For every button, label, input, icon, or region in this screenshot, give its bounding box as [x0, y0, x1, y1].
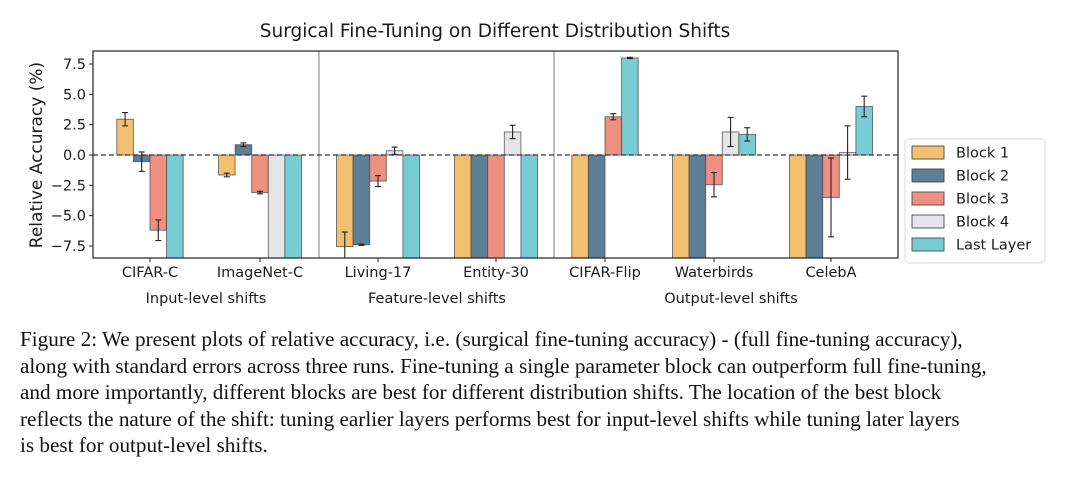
bar-block-3-cifar-c [149, 154, 168, 231]
group-label: Output-level shifts [664, 291, 798, 307]
x-tick-label: ImageNet-C [217, 265, 303, 281]
bar-block-1-imagenet-c [218, 154, 236, 176]
caption-line: and more importantly, different blocks a… [20, 380, 942, 404]
legend-swatch [911, 145, 945, 160]
plot-area [92, 50, 899, 259]
y-tick-label: 0.0 [63, 148, 86, 164]
caption-line: reflects the nature of the shift: tuning… [20, 406, 960, 431]
bar-block-3-cifar-flip [604, 116, 623, 156]
legend-swatch [911, 237, 945, 252]
y-tick-label: 7.5 [63, 57, 86, 73]
bar-block-4-imagenet-c [267, 154, 286, 259]
bar-block-3-entity-30 [487, 154, 505, 259]
caption-line: Figure 2: We present plots of relative a… [20, 327, 963, 351]
bar-last-layer-cifar-c [166, 154, 184, 259]
bar-block-2-entity-30 [470, 154, 489, 259]
legend-swatch [911, 214, 945, 229]
y-tick-label: −5.0 [51, 209, 86, 225]
x-tick-label: CIFAR-Flip [569, 265, 641, 281]
legend-label: Block 2 [956, 169, 1009, 185]
bar-block-1-waterbirds [672, 154, 690, 259]
bar-block-2-living-17 [352, 154, 371, 246]
y-tick-label: 5.0 [63, 87, 86, 103]
bar-last-layer-entity-30 [520, 154, 538, 259]
x-tick-label: CIFAR-C [122, 265, 178, 281]
x-tick-label: Entity-30 [463, 265, 529, 281]
bar-block-1-celeba [789, 154, 807, 259]
figure-caption: Figure 2: We present plots of relative a… [20, 326, 1066, 459]
y-tick-label: 2.5 [63, 118, 86, 134]
bar-block-2-cifar-flip [587, 154, 606, 259]
y-axis: 7.5 5.0 2.5 0.0 −2.5 −5.0 −7.5 [51, 57, 93, 255]
bar-chart: Surgical Fine-Tuning on Different Distri… [27, 21, 1046, 307]
chart-title: Surgical Fine-Tuning on Different Distri… [260, 21, 731, 42]
legend-label: Block 1 [956, 146, 1009, 162]
group-label: Feature-level shifts [368, 291, 506, 307]
bar-block-1-entity-30 [454, 154, 472, 259]
caption-line: is best for output-level shifts. [20, 433, 268, 457]
x-tick-label: Living-17 [345, 265, 412, 281]
x-axis: CIFAR-C ImageNet-C Living-17 Entity-30 CIFAR… [122, 258, 857, 307]
legend: Block 1 Block 2 Block 3 Block 4 Last Layer [904, 138, 1046, 264]
bar-block-2-celeba [805, 154, 824, 259]
legend-swatch [911, 191, 945, 206]
bar-last-layer-imagenet-c [284, 154, 302, 259]
bar-block-3-imagenet-c [251, 154, 269, 194]
y-axis-label: Relative Accuracy (%) [27, 62, 47, 248]
x-tick-label: Waterbirds [675, 265, 754, 281]
bar-last-layer-living-17 [402, 154, 420, 259]
legend-label: Block 4 [956, 215, 1009, 231]
bar-block-1-cifar-flip [571, 154, 589, 259]
group-label: Input-level shifts [146, 291, 267, 307]
x-tick-label: CelebA [805, 265, 856, 281]
legend-label: Block 3 [956, 192, 1009, 208]
legend-swatch [911, 168, 945, 183]
bar-last-layer-cifar-flip [621, 57, 639, 156]
y-tick-label: −2.5 [51, 178, 86, 194]
caption-line: along with standard errors across three … [20, 353, 987, 378]
legend-label: Last Layer [956, 238, 1031, 254]
y-tick-label: −7.5 [51, 239, 86, 255]
bar-block-2-waterbirds [688, 154, 707, 259]
